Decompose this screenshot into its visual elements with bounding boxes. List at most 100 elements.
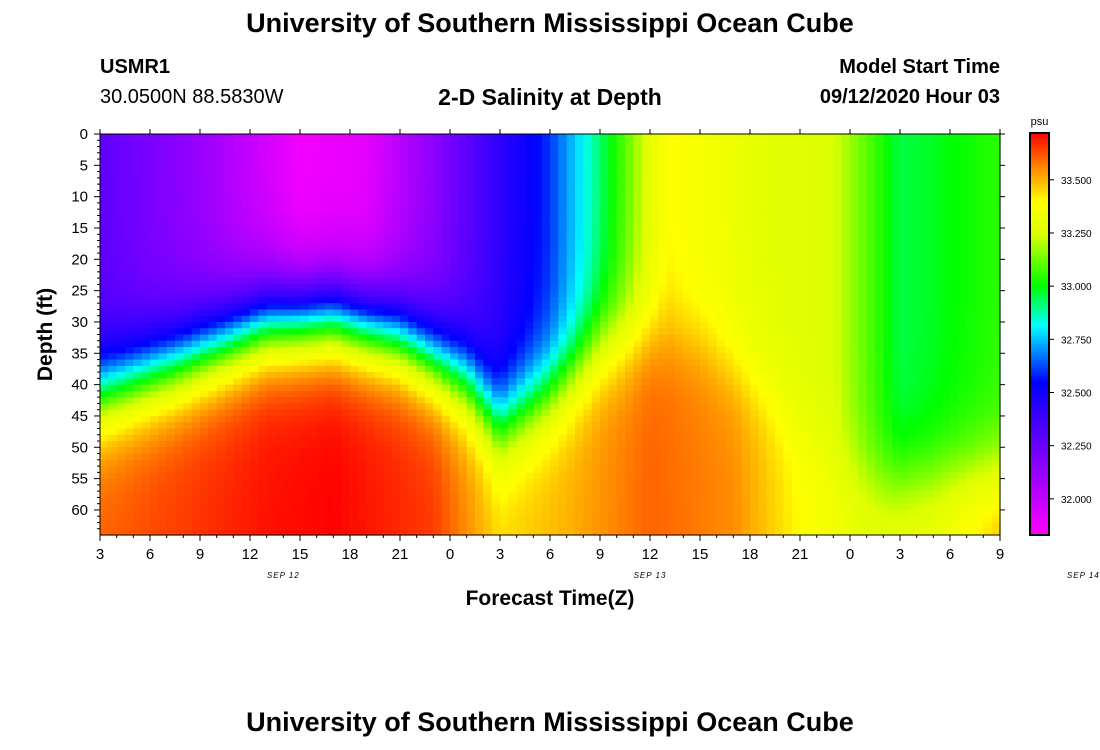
heatmap-cell: [725, 466, 734, 473]
heatmap-cell: [725, 491, 734, 499]
heatmap-cell: [100, 253, 109, 260]
heatmap-cell: [208, 303, 218, 311]
heatmap-cell: [583, 340, 593, 348]
heatmap-cell: [733, 472, 743, 480]
heatmap-cell: [675, 234, 684, 242]
heatmap-cell: [600, 509, 609, 517]
heatmap-cell: [283, 347, 293, 354]
heatmap-cell: [666, 309, 676, 317]
heatmap-cell: [566, 196, 576, 204]
heatmap-cell: [708, 528, 718, 536]
heatmap-cell: [633, 240, 643, 248]
heatmap-cell: [300, 447, 309, 455]
heatmap-cell: [191, 372, 201, 379]
heatmap-cell: [433, 202, 443, 210]
heatmap-cell: [741, 202, 751, 210]
heatmap-cell: [316, 196, 326, 204]
heatmap-cell: [458, 522, 468, 530]
heatmap-cell: [483, 215, 493, 223]
heatmap-cell: [475, 259, 484, 267]
heatmap-cell: [325, 146, 334, 154]
heatmap-cell: [458, 365, 468, 373]
heatmap-cell: [650, 165, 659, 173]
heatmap-cell: [283, 472, 293, 480]
heatmap-cell: [475, 253, 484, 260]
heatmap-cell: [525, 259, 534, 267]
heatmap-cell: [391, 390, 401, 398]
heatmap-cell: [158, 177, 168, 185]
heatmap-cell: [166, 315, 176, 323]
heatmap-cell: [191, 497, 201, 505]
heatmap-cell: [525, 491, 534, 499]
heatmap-cell: [150, 509, 159, 517]
heatmap-cell: [558, 491, 568, 499]
heatmap-cell: [575, 365, 584, 373]
heatmap-cell: [316, 190, 326, 198]
heatmap-cell: [491, 384, 501, 392]
heatmap-cell: [150, 278, 159, 285]
heatmap-cell: [200, 497, 209, 505]
heatmap-cell: [283, 453, 293, 461]
heatmap-cell: [400, 528, 409, 536]
heatmap-cell: [200, 190, 209, 198]
heatmap-cell: [166, 422, 176, 430]
heatmap-cell: [333, 221, 343, 229]
heatmap-cell: [650, 478, 659, 486]
heatmap-cell: [725, 152, 734, 160]
heatmap-cell: [583, 271, 593, 279]
heatmap-cell: [475, 428, 484, 436]
heatmap-cell: [150, 177, 159, 185]
heatmap-cell: [425, 271, 434, 279]
heatmap-cell: [291, 234, 301, 242]
heatmap-cell: [300, 372, 309, 379]
heatmap-cell: [100, 259, 109, 267]
heatmap-cell: [716, 321, 726, 329]
heatmap-cell: [658, 415, 668, 423]
heatmap-cell: [666, 190, 676, 198]
heatmap-cell: [483, 516, 493, 524]
heatmap-cell: [708, 353, 718, 361]
heatmap-cell: [483, 221, 493, 229]
heatmap-cell: [508, 321, 518, 329]
heatmap-cell: [466, 159, 476, 166]
heatmap-cell: [225, 234, 234, 242]
heatmap-cell: [141, 453, 151, 461]
heatmap-cell: [558, 246, 568, 254]
heatmap-cell: [633, 246, 643, 254]
heatmap-cell: [633, 428, 643, 436]
heatmap-cell: [400, 522, 409, 530]
heatmap-cell: [708, 359, 718, 367]
heatmap-cell: [425, 491, 434, 499]
heatmap-cell: [300, 165, 309, 173]
heatmap-cell: [316, 415, 326, 423]
heatmap-cell: [683, 347, 693, 354]
heatmap-cell: [291, 365, 301, 373]
heatmap-cell: [158, 340, 168, 348]
heatmap-cell: [133, 447, 143, 455]
heatmap-cell: [391, 134, 401, 141]
heatmap-cell: [508, 422, 518, 430]
heatmap-cell: [641, 202, 651, 210]
heatmap-cell: [233, 459, 243, 467]
heatmap-cell: [416, 340, 426, 348]
heatmap-cell: [141, 372, 151, 379]
heatmap-cell: [391, 347, 401, 354]
heatmap-cell: [216, 359, 226, 367]
heatmap-cell: [508, 215, 518, 223]
heatmap-cell: [266, 466, 276, 473]
heatmap-cell: [150, 365, 159, 373]
heatmap-cell: [250, 522, 259, 530]
heatmap-cell: [541, 259, 551, 267]
heatmap-cell: [616, 497, 626, 505]
heatmap-cell: [616, 171, 626, 179]
heatmap-cell: [233, 303, 243, 311]
heatmap-cell: [541, 516, 551, 524]
heatmap-cell: [208, 503, 218, 511]
heatmap-cell: [333, 434, 343, 442]
heatmap-cell: [183, 221, 193, 229]
heatmap-cell: [508, 303, 518, 311]
heatmap-cell: [100, 315, 109, 323]
heatmap-cell: [400, 246, 409, 254]
heatmap-cell: [350, 259, 359, 267]
heatmap-cell: [183, 365, 193, 373]
